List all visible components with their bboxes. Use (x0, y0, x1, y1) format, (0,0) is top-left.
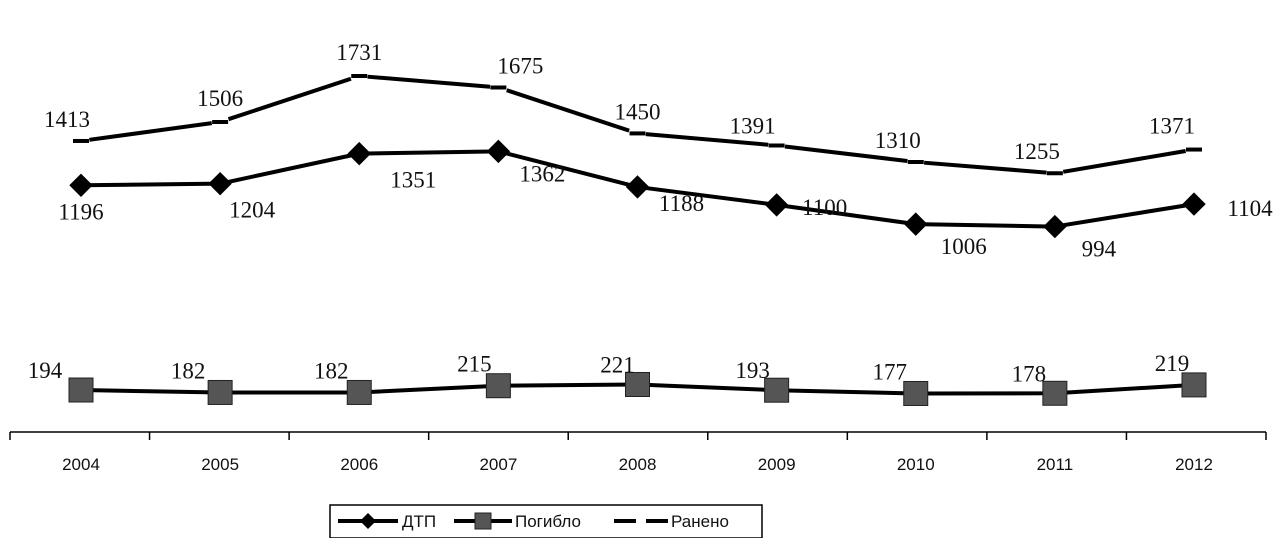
data-label: 1391 (730, 113, 776, 138)
x-tick-label: 2005 (201, 455, 239, 474)
data-label: 177 (873, 359, 908, 384)
data-label: 1351 (390, 168, 436, 193)
series-line-segment (89, 121, 213, 142)
x-tick-label: 2010 (897, 455, 935, 474)
data-point-square (207, 379, 233, 405)
series-line-segment (784, 144, 908, 164)
data-label: 1100 (802, 195, 847, 220)
data-label: 1450 (615, 99, 661, 124)
data-point-square (68, 377, 94, 403)
series-layer (68, 74, 1207, 406)
data-point-square (625, 371, 650, 397)
data-point-diamond (1182, 192, 1206, 216)
data-point-square (346, 379, 372, 405)
data-label: 1731 (336, 40, 382, 65)
legend-label: Погибло (515, 512, 581, 531)
x-axis: 2004 2005 2006 2007 2008 2009 2010 2011 2012 (9, 431, 1267, 474)
x-tick-label: 2006 (340, 455, 378, 474)
x-tick-label: 2009 (758, 455, 796, 474)
data-labels: 1196 1204 1351 1362 1188 1100 1006 994 1104 194 18… (28, 40, 1273, 386)
data-label: 1006 (941, 234, 987, 259)
legend-box (329, 504, 763, 538)
data-label: 1104 (1227, 196, 1273, 221)
data-point-diamond (625, 175, 650, 199)
legend-label: Ранено (671, 512, 729, 531)
data-point-diamond (347, 141, 371, 166)
data-label: 221 (600, 352, 635, 377)
series-line-segment (645, 132, 769, 147)
legend-item-3: Ранено (614, 512, 729, 531)
data-point-diamond (764, 193, 789, 217)
legend-label: ДТП (402, 512, 436, 531)
data-label: 1196 (58, 199, 103, 224)
series-line-segment (923, 160, 1047, 175)
data-label: 194 (28, 358, 63, 383)
data-point-square (485, 373, 511, 399)
data-label: 219 (1155, 351, 1190, 376)
x-tick-label: 2004 (62, 455, 100, 474)
x-tick-label: 2012 (1175, 455, 1213, 474)
data-label: 193 (735, 358, 770, 383)
series-3 (73, 74, 1202, 176)
series-line-segment (506, 88, 630, 133)
data-label: 1204 (229, 198, 276, 223)
data-point-square (903, 380, 929, 406)
data-point-square (1181, 372, 1207, 398)
data-point-square (1042, 380, 1068, 406)
data-label: 182 (314, 358, 349, 383)
data-label: 1506 (197, 86, 243, 111)
data-point-square (764, 377, 790, 403)
legend-item-1: ДТП (338, 512, 436, 531)
data-label: 1362 (519, 161, 565, 186)
data-label: 1188 (659, 191, 704, 216)
series-1 (69, 139, 1206, 239)
series-line-segment (367, 74, 491, 89)
data-point-diamond (69, 173, 93, 198)
series-line-segment (227, 76, 352, 122)
data-label: 994 (1082, 237, 1117, 262)
x-tick-label: 2007 (479, 455, 517, 474)
data-point-diamond (904, 212, 928, 236)
data-label: 1675 (497, 53, 543, 78)
data-label: 215 (457, 352, 492, 377)
data-label: 1371 (1149, 114, 1195, 139)
series-line-segment (1062, 149, 1186, 174)
data-label: 1255 (1014, 139, 1060, 164)
data-label: 182 (171, 358, 206, 383)
x-tick-label: 2011 (1037, 455, 1074, 474)
data-point-diamond (208, 171, 232, 196)
data-label: 1310 (875, 128, 921, 153)
legend: ДТП Погибло Ранено (329, 504, 763, 538)
legend-item-2: Погибло (454, 512, 581, 531)
data-point-diamond (1043, 214, 1067, 239)
series-2 (68, 371, 1207, 406)
data-label: 1413 (44, 107, 90, 132)
data-label: 178 (1012, 361, 1047, 386)
legend-marker-square (474, 512, 492, 530)
x-tick-label: 2008 (619, 455, 657, 474)
data-point-diamond (486, 139, 511, 164)
legend-marker-diamond (360, 513, 376, 529)
